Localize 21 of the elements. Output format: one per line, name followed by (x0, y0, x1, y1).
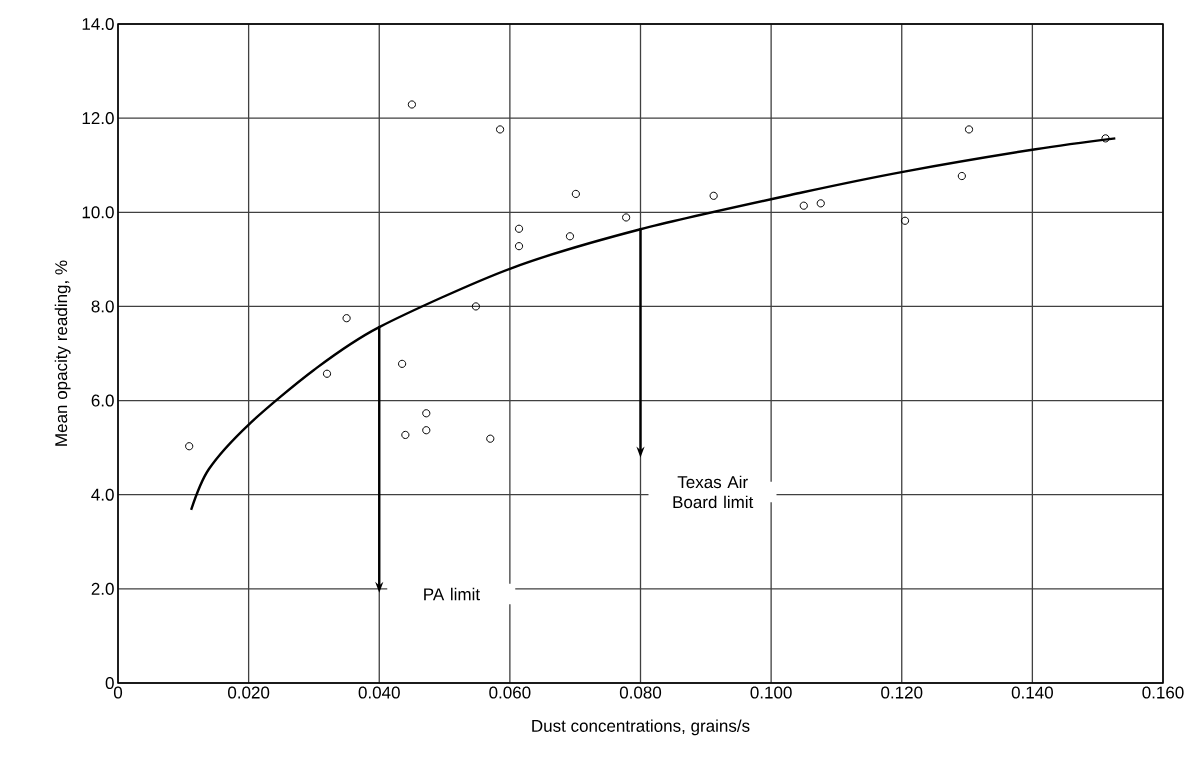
x-tick-label: 0.160 (1142, 686, 1184, 699)
y-tick-label: 2.0 (91, 582, 114, 595)
y-tick-label: 8.0 (91, 300, 114, 313)
y-tick-label: 10.0 (82, 206, 114, 219)
x-tick-label: 0.100 (750, 686, 792, 699)
y-axis-title: Mean opacity reading, % (54, 260, 71, 446)
ref-line-label: PA limit (424, 587, 480, 601)
x-tick-label: 0.020 (228, 686, 270, 699)
y-tick-label: 6.0 (91, 394, 114, 407)
x-tick-label: 0.060 (489, 686, 531, 699)
y-tick-label: 0 (105, 676, 114, 690)
x-tick-label: 0.080 (619, 686, 662, 699)
y-tick-label: 14.0 (82, 17, 114, 31)
x-tick-label: 0 (113, 686, 123, 699)
x-axis-title: Dust concentrations, grains/s (532, 719, 750, 736)
x-tick-label: 0.120 (881, 686, 923, 699)
y-tick-label: 12.0 (82, 112, 114, 125)
x-tick-label: 0.040 (358, 686, 400, 699)
y-tick-label: 4.0 (91, 488, 114, 501)
ref-line-label: Texas Air Board limit (673, 475, 754, 509)
x-tick-label: 0.140 (1011, 686, 1053, 699)
